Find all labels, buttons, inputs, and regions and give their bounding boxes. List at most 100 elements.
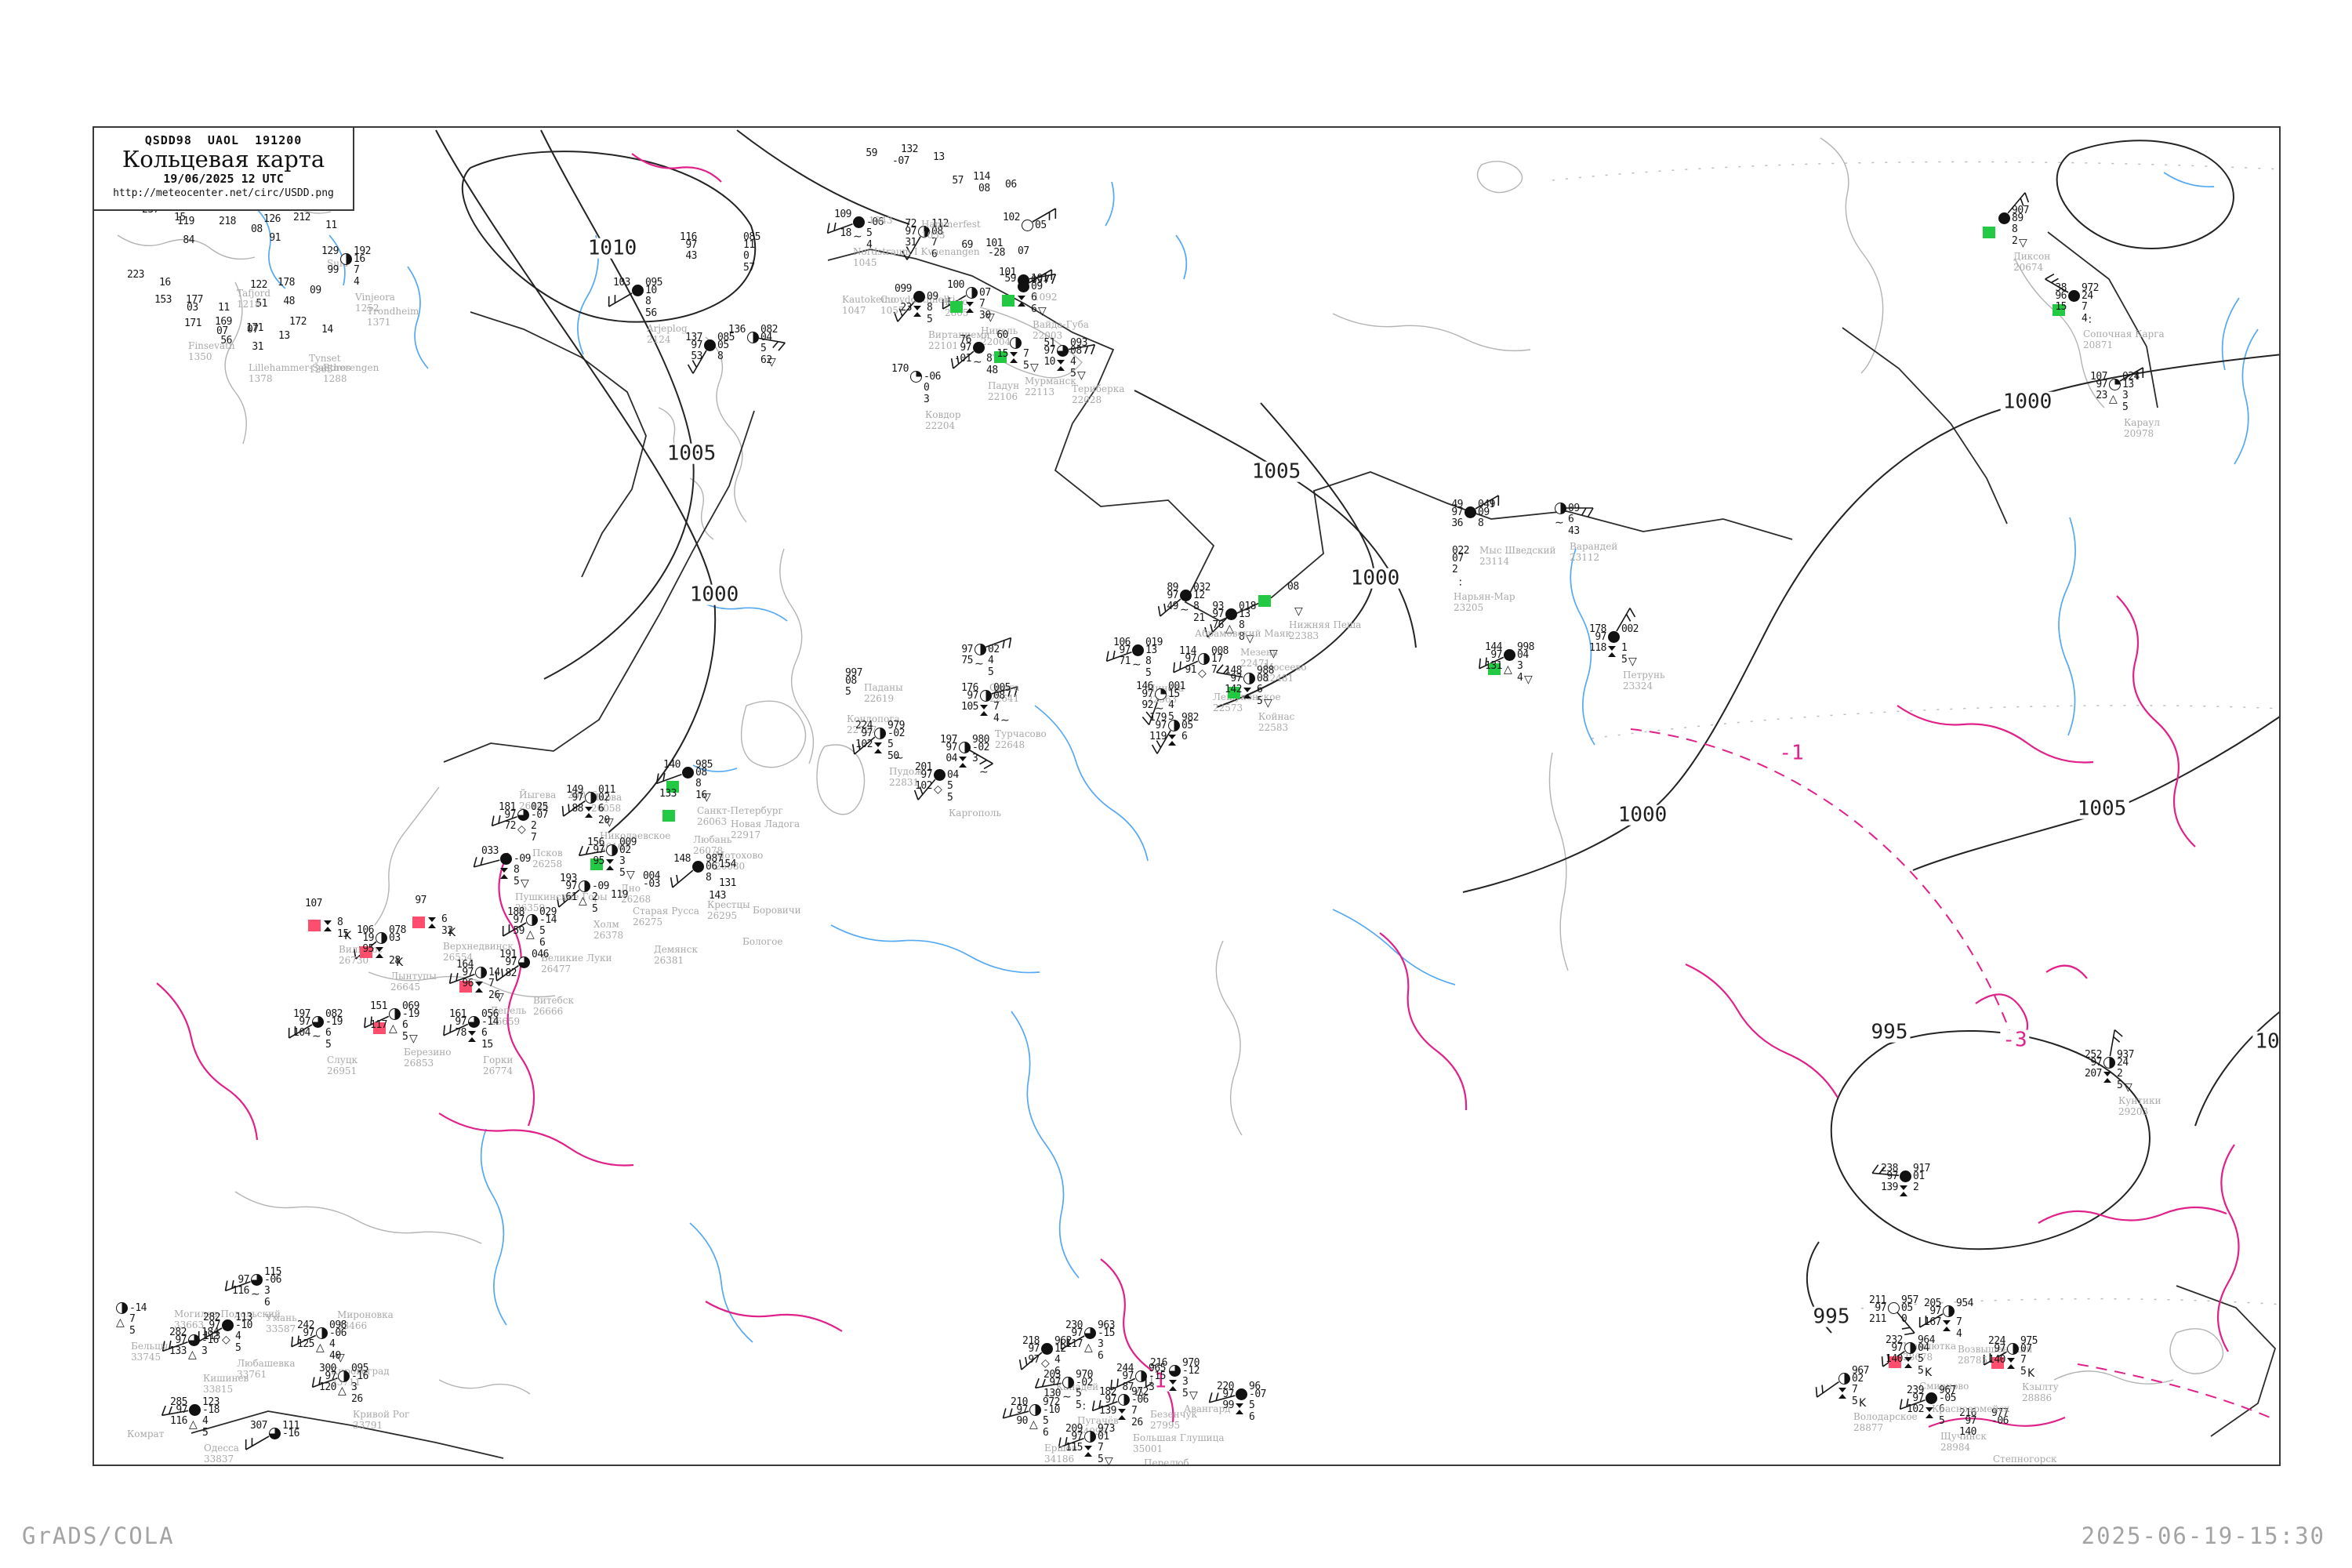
wind-barb — [1058, 1437, 1062, 1448]
weather-symbol-icon: ∼ — [251, 1288, 260, 1301]
station-value-tl: 154 — [719, 858, 736, 870]
station-value-ml: 97 — [1230, 673, 1242, 684]
station-name-label: Hammerfest 1053 — [921, 219, 981, 241]
station-value-tr: 982 — [1181, 712, 1199, 724]
station-value-tr: 988 — [1257, 665, 1274, 677]
wind-barb — [449, 973, 475, 985]
cloud-cover-icon — [692, 861, 704, 873]
station-value-mr: -06 — [264, 1274, 281, 1286]
station-name-label: Arjeplog 2124 — [647, 323, 688, 346]
station-value-mr: -05 — [1939, 1392, 1956, 1404]
station-value-mr: 11 — [325, 220, 337, 231]
station-name-label: Tynset 1265 — [309, 353, 341, 376]
station-value-bb: 56 — [645, 307, 657, 319]
cloud-cover-icon — [853, 216, 865, 228]
station-value-bl: 91 — [269, 232, 281, 244]
station-value-bb: 3 — [924, 394, 930, 405]
cloud-cover-icon — [517, 809, 529, 821]
station-value-ml: 97 — [961, 644, 973, 655]
station-value-tr: 095 — [645, 277, 662, 289]
source-url: http://meteocenter.net/circ/USDD.png — [113, 187, 334, 200]
station-value-tl: 106 — [357, 924, 374, 936]
station-value-ml: 97 — [1912, 1392, 1924, 1404]
station-value-mr: 04 — [1517, 649, 1529, 661]
weather-symbol-icon: ∼ — [1132, 659, 1142, 671]
station-value-br: 7 — [354, 264, 360, 276]
station-value-bl: 49 — [1167, 601, 1178, 612]
station-value-bb: 62 — [760, 354, 772, 366]
station-value-tr: 977 — [1991, 1407, 2009, 1419]
station-value-mr: 07 — [2020, 1343, 2032, 1355]
wind-barb — [1216, 671, 1243, 678]
station-value-tr: 101 — [1031, 273, 1048, 285]
cloud-cover-icon — [1041, 1343, 1053, 1355]
wind-barb — [906, 236, 921, 260]
station-value-tl: 307 — [250, 1420, 267, 1432]
station-value-bl: 87 — [1122, 1381, 1134, 1393]
station-value-tr: 975 — [2020, 1335, 2038, 1347]
cloud-cover-icon — [1236, 1388, 1247, 1400]
wind-barb — [991, 686, 1018, 695]
cloud-cover-icon — [1022, 220, 1033, 231]
wind-barb — [162, 1341, 165, 1352]
weather-symbol-icon — [1168, 735, 1177, 746]
wind-barb — [1028, 269, 1052, 284]
isobar-value-label: 10 — [2252, 1031, 2281, 1052]
station-value-mr: 09 — [1031, 281, 1043, 292]
isobar-line — [1831, 1029, 2151, 1250]
station-value-tr: 954 — [1956, 1298, 1973, 1309]
map-datetime: 19/06/2025 12 UTC — [163, 172, 284, 187]
station-value-bl: 117 — [1065, 1338, 1083, 1350]
wind-barb — [691, 360, 698, 368]
station-value-tl: 69 — [961, 239, 973, 251]
station-value-mr: 15 — [1168, 688, 1180, 700]
cloud-cover-icon — [500, 853, 512, 865]
wind-barb — [608, 292, 633, 307]
station-value-tl: 193 — [560, 873, 577, 884]
station-value-bb: 28 — [389, 955, 401, 967]
station-value-tl: 218 — [1022, 1335, 1040, 1347]
map-title-box: QSDD98 UAOL 191200 Кольцевая карта 19/06… — [93, 126, 354, 211]
weather-symbol-icon: ∼ — [1062, 1391, 1072, 1403]
weather-symbol-icon: △ — [2109, 393, 2118, 405]
station-value-bb: 15 — [481, 1039, 493, 1051]
isobar-line — [461, 151, 757, 323]
station-value-bl: 99 — [1222, 1399, 1234, 1411]
wind-barb — [1112, 650, 1116, 659]
station-value-bl: 211 — [1869, 1313, 1886, 1325]
station-value-br: 6 — [1568, 514, 1574, 525]
station-name-label: Кривой Рог 33791 — [353, 1409, 410, 1432]
green-precip-box — [994, 351, 1007, 363]
station-value-bl: 18 — [840, 227, 851, 239]
cloud-cover-icon — [632, 285, 644, 296]
station-value-br: 5 — [1249, 1399, 1255, 1411]
station-value-br: 8 — [695, 778, 702, 789]
station-value-mr: -09 — [514, 853, 531, 865]
wind-barb — [448, 973, 452, 984]
station-value-tl: 033 — [481, 845, 499, 857]
station-value-tr: 907 — [2012, 205, 2029, 216]
station-value-bl: 140 — [1959, 1426, 1976, 1438]
station-value-mr: -19 — [325, 1016, 343, 1028]
geography-border-line — [2014, 258, 2105, 408]
weather-symbol-icon — [1943, 1320, 1951, 1331]
station-value-mr: 01 — [1098, 1431, 1109, 1443]
front-line — [631, 153, 722, 183]
weather-symbol-icon: ▽ — [1030, 361, 1039, 374]
station-value-ml: 97 — [861, 728, 873, 739]
weather-symbol-icon — [1838, 1388, 1847, 1399]
wind-barb — [983, 763, 993, 770]
wind-barb — [2119, 367, 2143, 382]
station-value-tr: 113 — [235, 1312, 252, 1323]
station-value-mr: 08 — [931, 226, 943, 238]
wind-barb — [901, 250, 908, 260]
wind-barb — [1629, 608, 1636, 618]
weather-symbol-icon: ∼ — [1555, 517, 1564, 529]
wind-barb — [893, 311, 898, 322]
cloud-cover-icon — [188, 1334, 200, 1346]
weather-symbol-icon: ▽ — [626, 869, 635, 881]
wind-barb — [1896, 1312, 1915, 1334]
weather-symbol-icon — [376, 947, 384, 958]
wind-barb — [353, 949, 357, 960]
wind-barb — [1216, 664, 1224, 673]
